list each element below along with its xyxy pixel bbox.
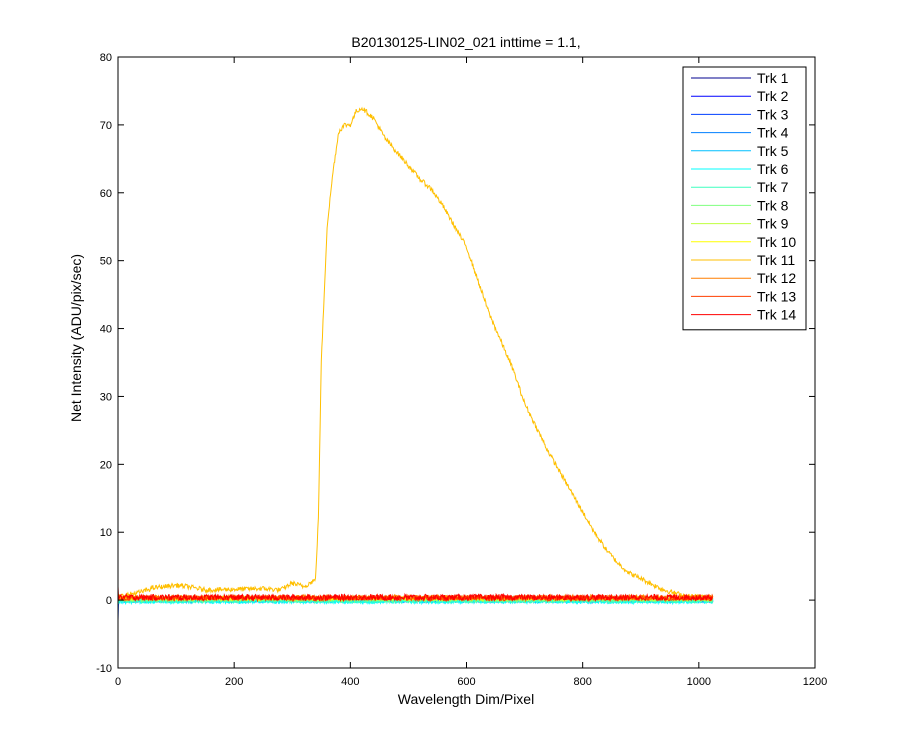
y-tick-label: 20 (100, 459, 112, 471)
x-tick-label: 1200 (803, 676, 827, 688)
legend-label-trk-6: Trk 6 (757, 161, 789, 177)
legend-label-trk-12: Trk 12 (757, 270, 796, 286)
y-tick-label: 40 (100, 324, 112, 336)
legend-label-trk-1: Trk 1 (757, 70, 789, 86)
y-tick-label: 70 (100, 120, 112, 132)
x-tick-label: 200 (225, 676, 243, 688)
x-tick-label: 400 (341, 676, 359, 688)
x-tick-label: 600 (457, 676, 475, 688)
y-tick-label: -10 (96, 663, 112, 675)
y-tick-label: 60 (100, 188, 112, 200)
legend-label-trk-7: Trk 7 (757, 179, 789, 195)
chart-title: B20130125-LIN02_021 inttime = 1.1, (351, 34, 580, 50)
legend-label-trk-3: Trk 3 (757, 106, 789, 122)
y-tick-label: 50 (100, 256, 112, 268)
y-tick-label: 30 (100, 391, 112, 403)
y-tick-label: 80 (100, 52, 112, 64)
legend-label-trk-14: Trk 14 (757, 307, 796, 323)
legend-label-trk-10: Trk 10 (757, 234, 796, 250)
x-tick-label: 0 (115, 676, 121, 688)
series-line-trk-11 (117, 106, 713, 601)
y-tick-label: 0 (106, 595, 112, 607)
x-tick-label: 1000 (687, 676, 711, 688)
legend-label-trk-4: Trk 4 (757, 125, 789, 141)
series-line-trk-14 (117, 586, 714, 603)
x-tick-label: 800 (573, 676, 591, 688)
legend-label-trk-5: Trk 5 (757, 143, 789, 159)
legend-box (682, 66, 807, 331)
legend-label-trk-13: Trk 13 (757, 288, 796, 304)
series-layer (117, 106, 714, 621)
y-tick-label: 10 (100, 527, 112, 539)
y-axis-label: Net Intensity (ADU/pix/sec) (68, 254, 84, 422)
legend-label-trk-11: Trk 11 (757, 252, 795, 268)
x-axis-label: Wavelength Dim/Pixel (398, 691, 534, 707)
legend: Trk 1 Trk 2 Trk 3 Trk 4 Trk 5 Trk 6 Trk 7 Trk 8… (682, 66, 807, 331)
legend-label-trk-8: Trk 8 (757, 197, 789, 213)
ticks-layer: 0 200 400 600 800 1000 1200-100102030405060708… (96, 52, 827, 688)
legend-label-trk-9: Trk 9 (757, 216, 789, 232)
series-line-trk-13 (117, 593, 714, 603)
legend-label-trk-2: Trk 2 (757, 88, 789, 104)
